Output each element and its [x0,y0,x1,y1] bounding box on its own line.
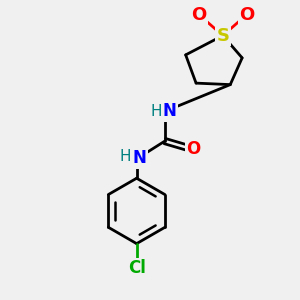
Text: N: N [133,149,146,167]
Text: H: H [120,149,131,164]
Text: N: N [162,102,176,120]
Text: H: H [150,104,162,119]
Text: O: O [187,140,201,158]
Text: S: S [216,27,229,45]
Text: O: O [239,6,254,24]
Text: Cl: Cl [128,259,146,277]
Text: O: O [191,6,207,24]
